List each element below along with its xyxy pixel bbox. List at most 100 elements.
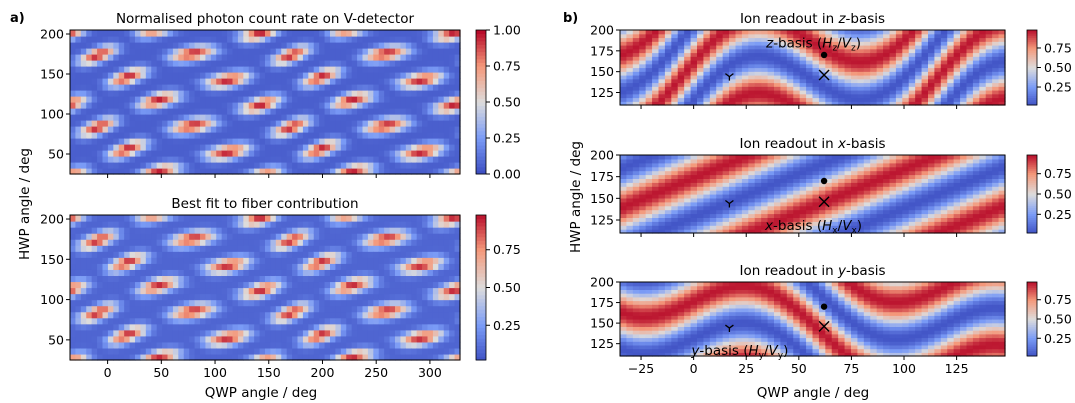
heatmap-cell bbox=[664, 30, 672, 35]
left-x-axis-label: QWP angle / deg bbox=[205, 385, 317, 401]
heatmap-cell bbox=[741, 93, 749, 99]
heatmap-cell bbox=[189, 305, 196, 313]
heatmap-cell bbox=[389, 84, 396, 91]
heatmap-cell bbox=[330, 251, 337, 258]
heatmap-cell bbox=[97, 168, 104, 175]
heatmap-cell bbox=[838, 78, 846, 84]
heatmap-cell bbox=[384, 233, 391, 240]
heatmap-cell bbox=[806, 30, 814, 35]
heatmap-cell bbox=[639, 45, 647, 50]
heatmap-cell bbox=[432, 347, 439, 355]
heatmap-cell bbox=[248, 144, 255, 151]
heatmap-cell bbox=[357, 42, 364, 49]
heatmap-cell bbox=[825, 75, 833, 80]
heatmap-cell bbox=[319, 144, 326, 151]
heatmap-cell bbox=[921, 37, 929, 42]
heatmap-cell bbox=[200, 132, 207, 139]
heatmap-cell bbox=[645, 213, 653, 218]
heatmap-cell bbox=[373, 353, 380, 361]
heatmap-cell bbox=[151, 275, 158, 283]
heatmap-cell bbox=[384, 317, 391, 325]
heatmap-cell bbox=[183, 132, 190, 139]
heatmap-cell bbox=[243, 60, 250, 67]
heatmap-cell bbox=[243, 156, 250, 163]
heatmap-cell bbox=[297, 263, 304, 270]
heatmap-cell bbox=[362, 275, 369, 283]
heatmap-cell bbox=[972, 93, 980, 99]
heatmap-cell bbox=[748, 60, 756, 65]
heatmap-cell bbox=[151, 335, 158, 343]
heatmap-cell bbox=[265, 42, 272, 49]
colorbar-swatch bbox=[476, 265, 486, 270]
heatmap-cell bbox=[761, 75, 769, 80]
heatmap-cell bbox=[671, 48, 679, 54]
heatmap-cell bbox=[799, 90, 807, 95]
heatmap-cell bbox=[75, 90, 82, 97]
heatmap-cell bbox=[129, 126, 136, 133]
colorbar-swatch bbox=[1027, 63, 1037, 67]
heatmap-cell bbox=[335, 263, 342, 270]
heatmap-cell bbox=[75, 287, 82, 295]
heatmap-cell bbox=[107, 162, 114, 169]
heatmap-cell bbox=[934, 101, 942, 106]
heatmap-cell bbox=[416, 251, 423, 258]
heatmap-cell bbox=[620, 205, 628, 211]
heatmap-cell bbox=[400, 281, 407, 289]
heatmap-cell bbox=[761, 41, 769, 46]
heatmap-cell bbox=[91, 245, 98, 252]
heatmap-cell bbox=[992, 78, 1000, 84]
heatmap-cell bbox=[400, 323, 407, 331]
colorbar-swatch bbox=[1027, 95, 1037, 99]
heatmap-cell bbox=[443, 341, 450, 349]
heatmap-cell bbox=[237, 227, 244, 234]
heatmap-cell bbox=[102, 251, 109, 258]
heatmap-cell bbox=[953, 48, 961, 54]
heatmap-cell bbox=[405, 341, 412, 349]
heatmap-cell bbox=[70, 215, 77, 222]
heatmap-cell bbox=[140, 162, 147, 169]
heatmap-cell bbox=[286, 227, 293, 234]
heatmap-cell bbox=[362, 150, 369, 157]
heatmap-cell bbox=[378, 48, 385, 55]
heatmap-cell bbox=[167, 323, 174, 331]
heatmap-cell bbox=[330, 102, 337, 109]
heatmap-cell bbox=[831, 67, 839, 72]
heatmap-cell bbox=[851, 67, 859, 72]
heatmap-cell bbox=[658, 60, 666, 65]
heatmap-cell bbox=[237, 78, 244, 85]
heatmap-cell bbox=[319, 335, 326, 343]
heatmap-cell bbox=[671, 41, 679, 46]
heatmap-cell bbox=[167, 60, 174, 67]
heatmap-cell bbox=[697, 101, 705, 106]
heatmap-cell bbox=[780, 30, 788, 35]
heatmap-cell bbox=[378, 60, 385, 67]
heatmap-cell bbox=[722, 60, 730, 65]
heatmap-cell bbox=[384, 305, 391, 313]
heatmap-cell bbox=[367, 347, 374, 355]
heatmap-cell bbox=[118, 311, 125, 319]
heatmap-cell bbox=[319, 269, 326, 277]
heatmap-cell bbox=[947, 52, 955, 57]
heatmap-cell bbox=[183, 347, 190, 355]
heatmap-cell bbox=[748, 101, 756, 106]
heatmap-cell bbox=[658, 48, 666, 54]
heatmap-cell bbox=[953, 41, 961, 46]
heatmap-cell bbox=[454, 347, 461, 355]
heatmap-cell bbox=[286, 168, 293, 175]
heatmap-cell bbox=[671, 33, 679, 39]
heatmap-cell bbox=[934, 56, 942, 61]
heatmap-cell bbox=[626, 75, 634, 80]
heatmap-cell bbox=[335, 233, 342, 240]
heatmap-cell bbox=[825, 30, 833, 35]
heatmap-cell bbox=[998, 67, 1006, 72]
heatmap-cell bbox=[940, 60, 948, 65]
heatmap-cell bbox=[302, 120, 309, 127]
heatmap-cell bbox=[151, 347, 158, 355]
heatmap-cell bbox=[151, 156, 158, 163]
heatmap-cell bbox=[395, 126, 402, 133]
colorbar-swatch bbox=[476, 244, 486, 249]
heatmap-cell bbox=[400, 168, 407, 175]
heatmap-cell bbox=[367, 102, 374, 109]
heatmap-cell bbox=[189, 108, 196, 115]
heatmap-cell bbox=[227, 114, 234, 121]
